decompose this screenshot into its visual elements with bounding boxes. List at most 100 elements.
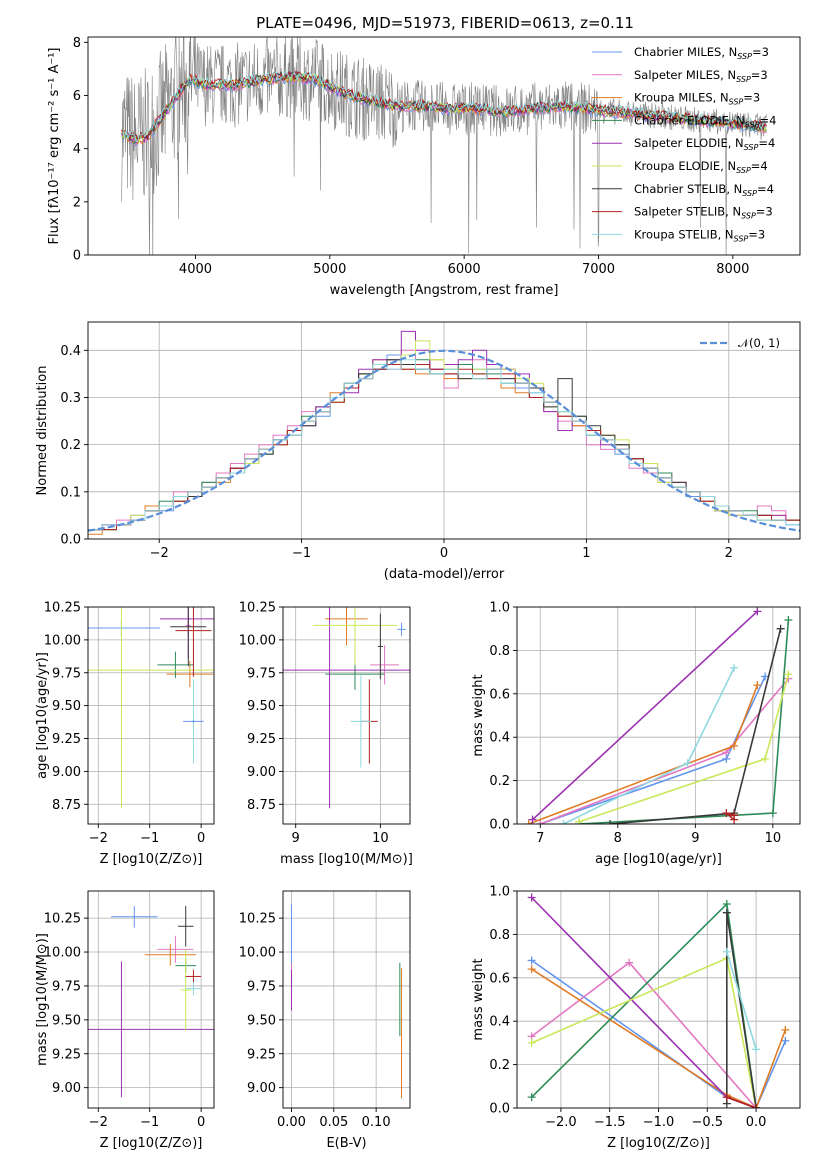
panel-mass-vs-Z: −2 −1 0 9.00 9.25 9.50 9.75 10.00 10.25 Z [log10(…: [35, 890, 215, 1151]
y-tick-label: 9.25: [52, 1047, 81, 1062]
panel-massweight-vs-Z: −2.0 −1.5 −1.0 −0.5 0.0 0.0 0.2 0.4 0.6 0.8 1.0 Z […: [471, 885, 801, 1151]
plot-area: [283, 607, 410, 824]
mass-weight-marker: [722, 908, 731, 917]
mass-weight-marker: [527, 965, 536, 974]
axes-frame: [282, 606, 411, 825]
mass-weight-marker: [559, 820, 568, 824]
y-tick-label: 9.00: [247, 1081, 276, 1096]
y-axis-label: mass weight: [471, 674, 486, 756]
plot-area: [517, 891, 800, 1108]
panel-massweight-vs-age: 7 8 9 10 0.0 0.2 0.4 0.6 0.8 1.0 age [log10(age/yr…: [471, 601, 801, 867]
mass-weight-marker: [527, 893, 536, 902]
x-axis-label: E(B-V): [326, 1136, 366, 1151]
x-tick-label: −2: [89, 831, 108, 846]
panel-mass-vs-ebv: 0.00 0.05 0.10 9.00 9.25 9.50 9.75 10.00 10.25 E(…: [239, 890, 411, 1151]
mass-weight-marker: [527, 956, 536, 965]
axes-frame: [282, 890, 411, 1109]
y-tick-label: 9.75: [52, 666, 81, 681]
y-tick-label: 0.3: [60, 391, 81, 406]
mass-weight-marker: [528, 815, 537, 824]
error-bar: [185, 981, 202, 996]
mass-weight-marker: [536, 820, 545, 824]
mass-weight-marker: [730, 815, 739, 824]
y-tick-label: 10.25: [239, 601, 276, 616]
mass-weight-line: [531, 896, 757, 1108]
error-bar: [312, 607, 398, 665]
y-tick-label: 0.2: [60, 438, 81, 453]
error-bar: [175, 607, 212, 677]
x-tick-label: 9: [292, 831, 300, 846]
x-tick-label: 10: [372, 831, 389, 846]
y-axis-label: Flux [fλ10⁻¹⁷ erg cm⁻² s⁻¹ A⁻¹]: [47, 48, 62, 245]
y-tick-label: 0.2: [489, 1058, 510, 1073]
y-tick-label: 1.0: [489, 885, 510, 900]
mass-weight-marker: [761, 754, 770, 763]
error-bar: [170, 607, 207, 667]
error-bar: [325, 607, 368, 646]
x-axis-label: age [log10(age/yr)]: [595, 852, 722, 867]
mass-weight-marker: [781, 1025, 790, 1034]
error-bar: [178, 905, 194, 947]
model-spectrum-line: [121, 70, 767, 143]
data-spectrum-line: [121, 37, 767, 255]
x-tick-label: 0: [197, 831, 205, 846]
x-tick-label: 6000: [448, 262, 481, 277]
plot-area: [88, 607, 214, 824]
y-tick-label: 10.25: [44, 912, 81, 927]
x-tick-label: 0.10: [362, 1115, 391, 1130]
error-bar: [370, 645, 399, 685]
y-tick-label: 0.8: [489, 928, 510, 943]
plot-area: [88, 322, 800, 539]
y-tick-label: 10.00: [44, 633, 81, 648]
y-tick-label: 6: [73, 89, 81, 104]
error-bar: [88, 607, 214, 809]
mass-weight-line: [528, 684, 759, 824]
axes-frame: [87, 36, 801, 256]
x-axis-label: mass [log10(M/M⊙)]: [280, 852, 413, 867]
mass-weight-marker: [722, 748, 731, 757]
mass-weight-marker: [575, 817, 584, 824]
mass-weight-marker: [722, 947, 731, 956]
legend-label: Chabrier MILES, NSSP=3: [634, 45, 769, 61]
x-tick-label: −1: [292, 546, 311, 561]
y-tick-label: 0.0: [60, 533, 81, 548]
y-tick-label: 9.75: [247, 979, 276, 994]
mass-weight-line: [531, 610, 758, 821]
x-tick-label: 5000: [313, 262, 346, 277]
mass-weight-marker: [753, 607, 762, 616]
legend-label: Chabrier ELODIE, NSSP=4: [634, 113, 776, 129]
y-tick-label: 9.50: [52, 1013, 81, 1028]
y-axis-label: age [log10(age/yr)]: [35, 652, 50, 779]
figure-title: PLATE=0496, MJD=51973, FIBERID=0613, z=0…: [256, 14, 634, 32]
plot-area: [517, 607, 800, 824]
x-tick-label: 8000: [716, 262, 749, 277]
x-tick-label: −0.5: [692, 1115, 724, 1130]
mass-weight-marker: [784, 670, 793, 679]
y-tick-label: 10.00: [239, 946, 276, 961]
y-tick-label: 9.50: [52, 699, 81, 714]
error-bar: [180, 949, 191, 1031]
x-axis-label: wavelength [Angstrom, rest frame]: [330, 283, 559, 298]
x-tick-label: −2.0: [545, 1115, 577, 1130]
x-tick-label: 0: [440, 546, 448, 561]
x-tick-label: −1: [140, 1115, 159, 1130]
error-bar: [397, 622, 406, 636]
y-tick-label: 1.0: [489, 601, 510, 616]
mass-weight-marker: [752, 1045, 761, 1054]
x-tick-label: 4000: [179, 262, 212, 277]
y-tick-label: 10.00: [44, 946, 81, 961]
y-tick-label: 0.1: [60, 485, 81, 500]
mass-weight-line: [531, 957, 757, 1108]
x-tick-label: −1.5: [594, 1115, 626, 1130]
y-tick-label: 0.4: [60, 344, 81, 359]
x-axis-label: Z [log10(Z/Z⊙)]: [607, 1136, 710, 1151]
mass-weight-line: [726, 1096, 757, 1108]
mass-weight-marker: [753, 681, 762, 690]
x-axis-label: (data-model)/error: [384, 567, 505, 582]
legend-label: Salpeter STELIB, NSSP=3: [634, 205, 773, 221]
error-bar: [377, 613, 383, 680]
y-tick-label: 0.6: [489, 971, 510, 986]
y-tick-label: 0: [73, 249, 81, 264]
plot-area: [88, 891, 214, 1108]
